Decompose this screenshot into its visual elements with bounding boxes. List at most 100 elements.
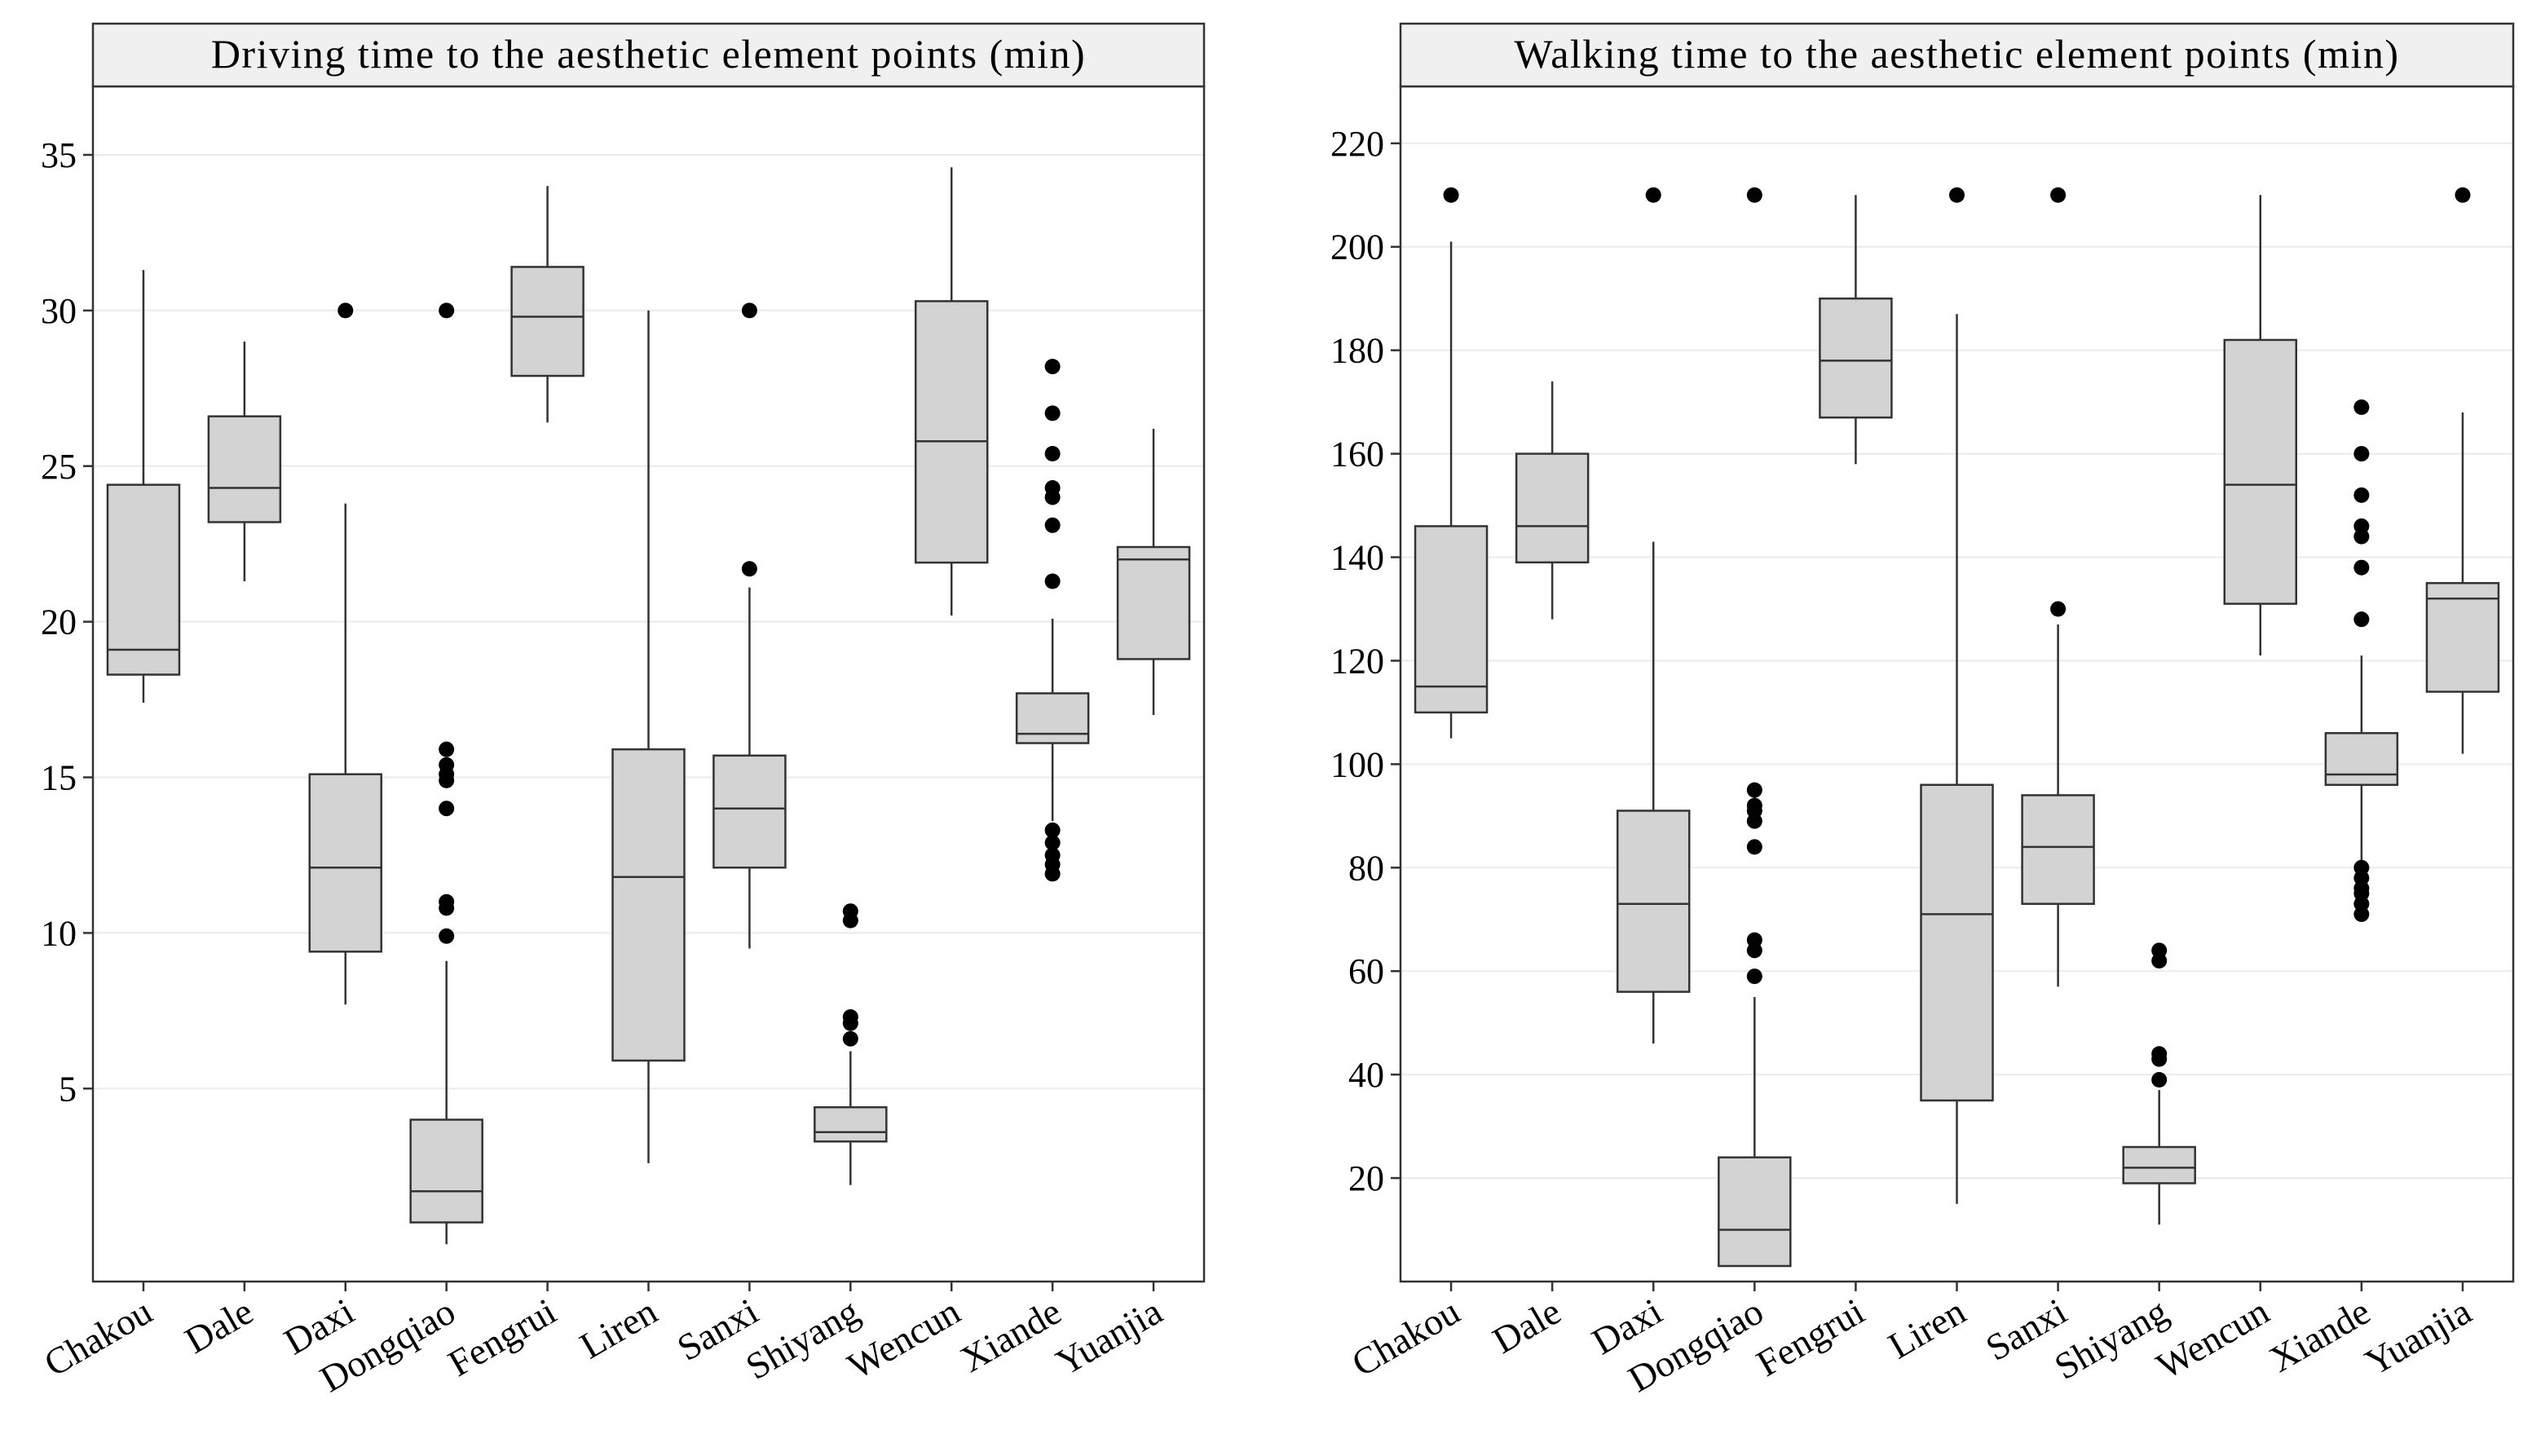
outlier-point [741, 302, 757, 319]
iqr-box [2324, 732, 2399, 787]
outlier-point [2353, 399, 2370, 415]
driving-time-panel: Driving time to the aesthetic element po… [37, 22, 1206, 1400]
iqr-box [2223, 338, 2298, 605]
boxplot-dongqiao [1718, 187, 1792, 1268]
driving-panel-title: Driving time to the aesthetic element po… [211, 31, 1086, 77]
boxplot-wencun [2223, 195, 2298, 656]
outlier-point [439, 302, 455, 319]
iqr-box [2425, 581, 2500, 693]
outlier-point [439, 741, 455, 757]
outlier-point [2151, 942, 2168, 959]
outlier-point [2353, 487, 2370, 503]
outlier-point [1746, 782, 1762, 798]
boxplot-chakou [1414, 187, 1489, 739]
outlier-point [1746, 968, 1762, 985]
iqr-box [207, 415, 282, 523]
iqr-box [106, 483, 181, 676]
outlier-point [439, 928, 455, 944]
y-tick-label: 200 [1330, 227, 1384, 267]
y-tick-label: 25 [41, 447, 77, 487]
boxplot-sanxi [712, 302, 787, 949]
y-tick-label: 120 [1330, 641, 1384, 681]
boxplot-daxi [308, 302, 383, 1005]
driving-y-axis: 5 10 15 20 25 30 35 [41, 135, 93, 1109]
y-tick-label: 5 [59, 1069, 77, 1109]
iqr-box [1515, 452, 1590, 564]
outlier-point [1746, 932, 1762, 948]
walking-boxplots [1414, 187, 2500, 1268]
outlier-point [2353, 559, 2370, 576]
outlier-point [2353, 446, 2370, 462]
y-tick-label: 20 [41, 602, 77, 642]
y-tick-label: 40 [1348, 1055, 1384, 1095]
driving-boxplots [106, 167, 1191, 1245]
boxplot-chakou [106, 270, 181, 703]
boxplot-liren [1920, 187, 1994, 1204]
outlier-point [2151, 1046, 2168, 1062]
boxplot-wencun [914, 167, 989, 616]
outlier-point [2353, 859, 2370, 876]
iqr-box [914, 300, 989, 564]
boxplot-dongqiao [409, 302, 483, 1245]
boxplot-sanxi [2021, 187, 2095, 987]
outlier-point [1746, 839, 1762, 855]
outlier-point [1443, 187, 1459, 203]
boxplot-yuanjia [1116, 428, 1191, 716]
outlier-point [2353, 518, 2370, 534]
outlier-point [2050, 601, 2067, 617]
boxplot-xiande [1015, 359, 1090, 882]
boxplot-dale [207, 342, 282, 582]
iqr-box [814, 1105, 888, 1143]
y-tick-label: 220 [1330, 124, 1384, 164]
y-tick-label: 20 [1348, 1158, 1384, 1198]
y-tick-label: 30 [41, 291, 77, 331]
outlier-point [2151, 1071, 2168, 1088]
y-tick-label: 80 [1348, 848, 1384, 888]
y-tick-label: 15 [41, 758, 77, 798]
walking-time-panel: Walking time to the aesthetic element po… [1330, 22, 2515, 1400]
outlier-point [2353, 611, 2370, 628]
iqr-box [1414, 525, 1489, 714]
y-tick-label: 140 [1330, 538, 1384, 578]
y-tick-label: 180 [1330, 331, 1384, 371]
iqr-box [1015, 692, 1090, 744]
iqr-box [308, 773, 383, 953]
iqr-box [409, 1118, 483, 1224]
y-tick-label: 10 [41, 913, 77, 953]
outlier-point [1746, 187, 1762, 203]
driving-title-strip [91, 22, 1206, 88]
boxplot-yuanjia [2425, 187, 2500, 754]
iqr-box [712, 754, 787, 869]
outlier-point [1044, 359, 1061, 375]
outlier-point [439, 757, 455, 773]
iqr-box [1616, 810, 1691, 993]
outlier-point [741, 561, 757, 577]
outlier-point [439, 893, 455, 910]
outlier-point [2455, 187, 2471, 203]
outlier-point [842, 1030, 858, 1047]
walking-y-axis: 20 40 60 80 100 120 140 160 180 200 220 [1330, 124, 1401, 1198]
outlier-point [1044, 835, 1061, 851]
outlier-point [1044, 405, 1061, 421]
walking-panel-title: Walking time to the aesthetic element po… [1515, 31, 2400, 77]
boxplot-dale [1515, 381, 1590, 620]
outlier-point [439, 801, 455, 817]
boxplot-daxi [1616, 187, 1691, 1044]
outlier-point [1044, 573, 1061, 589]
boxplot-shiyang [814, 903, 888, 1185]
outlier-point [1044, 822, 1061, 838]
iqr-box [2122, 1145, 2196, 1185]
boxplot-liren [611, 310, 686, 1163]
boxplot-xiande [2324, 399, 2399, 922]
outlier-point [1044, 847, 1061, 863]
boxplot-fengrui [510, 186, 584, 423]
iqr-box [611, 748, 686, 1062]
iqr-box [1920, 783, 1994, 1102]
iqr-box [2021, 794, 2095, 905]
y-tick-label: 35 [41, 135, 77, 175]
outlier-point [1044, 479, 1061, 496]
iqr-box [1718, 1156, 1792, 1268]
boxplot-fengrui [1819, 195, 1893, 465]
y-tick-label: 60 [1348, 951, 1384, 991]
